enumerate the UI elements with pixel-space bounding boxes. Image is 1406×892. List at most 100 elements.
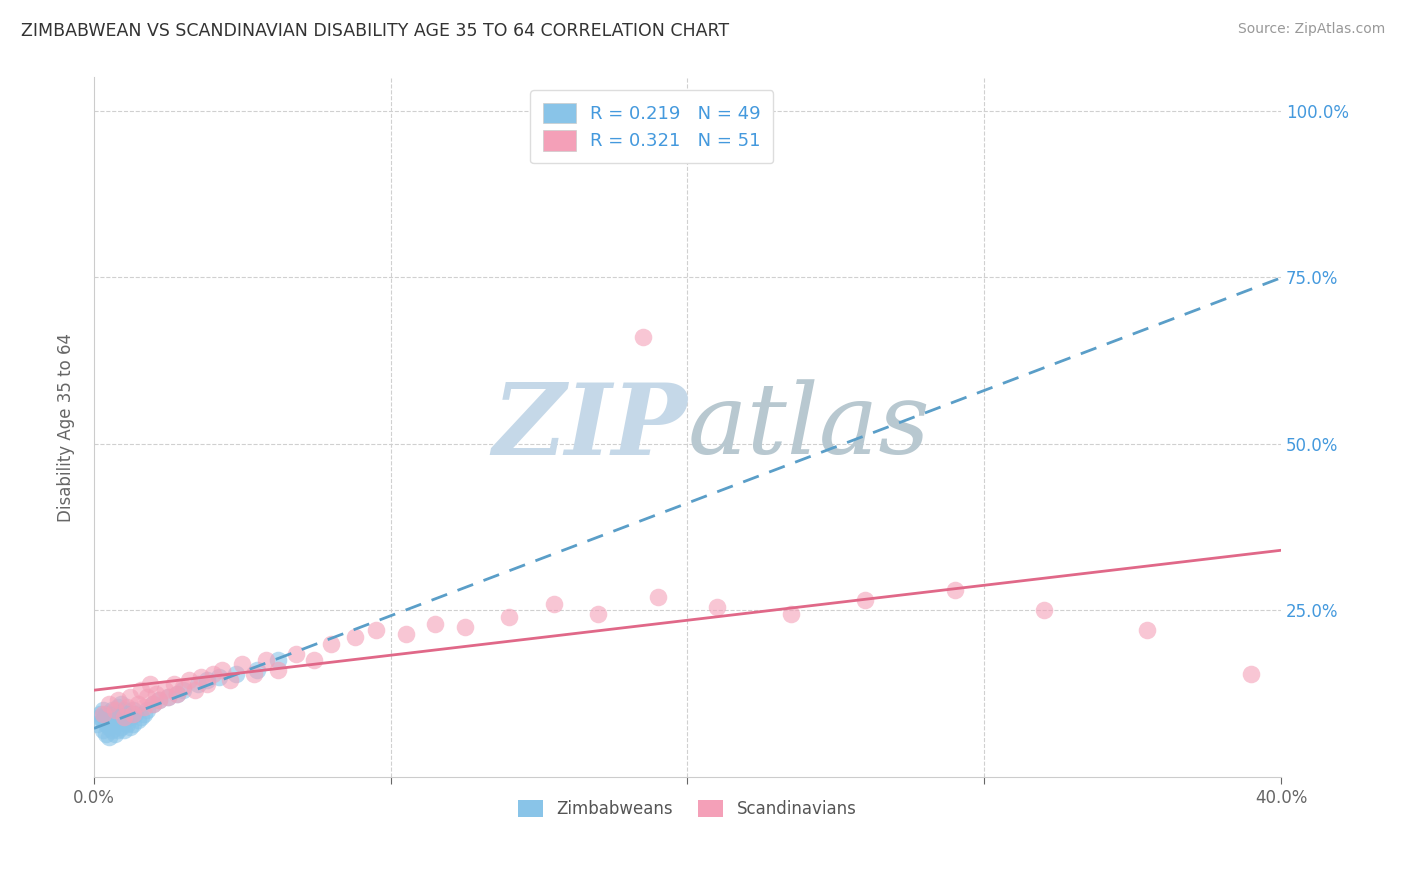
Point xyxy=(647,590,669,604)
Point xyxy=(121,703,143,717)
Point xyxy=(97,697,120,711)
Point xyxy=(706,599,728,614)
Point xyxy=(267,653,290,667)
Point xyxy=(195,676,218,690)
Point xyxy=(112,723,135,738)
Text: atlas: atlas xyxy=(688,379,931,475)
Point xyxy=(89,710,111,724)
Point xyxy=(136,690,159,704)
Point xyxy=(225,666,247,681)
Point xyxy=(172,683,194,698)
Point xyxy=(190,670,212,684)
Point xyxy=(153,683,176,698)
Point xyxy=(91,703,114,717)
Point xyxy=(112,703,135,717)
Point xyxy=(118,690,141,704)
Point xyxy=(107,700,129,714)
Point xyxy=(172,680,194,694)
Point xyxy=(104,716,127,731)
Point xyxy=(454,620,477,634)
Point xyxy=(254,653,277,667)
Point xyxy=(121,706,143,721)
Point xyxy=(588,607,610,621)
Point xyxy=(97,720,120,734)
Y-axis label: Disability Age 35 to 64: Disability Age 35 to 64 xyxy=(58,333,75,522)
Point xyxy=(107,693,129,707)
Point xyxy=(107,723,129,738)
Point xyxy=(112,713,135,727)
Point xyxy=(91,713,114,727)
Point xyxy=(157,690,180,704)
Point xyxy=(148,693,170,707)
Point xyxy=(118,720,141,734)
Point xyxy=(127,713,149,727)
Point xyxy=(187,676,209,690)
Point xyxy=(425,616,447,631)
Point xyxy=(131,710,153,724)
Point xyxy=(107,713,129,727)
Point xyxy=(163,676,186,690)
Point xyxy=(97,710,120,724)
Point xyxy=(142,697,165,711)
Point xyxy=(94,716,117,731)
Point xyxy=(104,726,127,740)
Point xyxy=(100,703,122,717)
Point xyxy=(145,687,167,701)
Point xyxy=(115,700,138,714)
Point xyxy=(112,710,135,724)
Point xyxy=(195,673,218,688)
Point xyxy=(94,706,117,721)
Point xyxy=(231,657,253,671)
Point xyxy=(89,706,111,721)
Point xyxy=(139,676,162,690)
Point xyxy=(104,703,127,717)
Point xyxy=(100,723,122,738)
Point xyxy=(118,710,141,724)
Point xyxy=(321,637,343,651)
Text: ZIMBABWEAN VS SCANDINAVIAN DISABILITY AGE 35 TO 64 CORRELATION CHART: ZIMBABWEAN VS SCANDINAVIAN DISABILITY AG… xyxy=(21,22,730,40)
Point xyxy=(302,653,325,667)
Point xyxy=(543,597,565,611)
Point xyxy=(110,720,132,734)
Point xyxy=(91,706,114,721)
Point xyxy=(394,626,416,640)
Point xyxy=(631,330,654,344)
Point xyxy=(124,706,146,721)
Text: ZIP: ZIP xyxy=(492,379,688,475)
Point xyxy=(344,630,367,644)
Text: Source: ZipAtlas.com: Source: ZipAtlas.com xyxy=(1237,22,1385,37)
Point xyxy=(104,706,127,721)
Point xyxy=(1240,666,1263,681)
Point xyxy=(100,713,122,727)
Point xyxy=(115,716,138,731)
Legend: Zimbabweans, Scandinavians: Zimbabweans, Scandinavians xyxy=(512,793,863,824)
Point xyxy=(91,723,114,738)
Point xyxy=(121,716,143,731)
Point xyxy=(131,683,153,698)
Point xyxy=(86,716,108,731)
Point xyxy=(157,690,180,704)
Point xyxy=(207,670,229,684)
Point xyxy=(94,726,117,740)
Point xyxy=(267,663,290,677)
Point xyxy=(943,583,966,598)
Point xyxy=(780,607,803,621)
Point xyxy=(136,703,159,717)
Point xyxy=(364,624,387,638)
Point xyxy=(184,683,207,698)
Point xyxy=(246,663,269,677)
Point xyxy=(148,693,170,707)
Point xyxy=(134,700,156,714)
Point xyxy=(110,710,132,724)
Point xyxy=(219,673,242,688)
Point xyxy=(243,666,266,681)
Point xyxy=(498,610,520,624)
Point xyxy=(201,666,224,681)
Point xyxy=(211,663,233,677)
Point xyxy=(1136,624,1159,638)
Point xyxy=(115,706,138,721)
Point xyxy=(177,673,200,688)
Point xyxy=(166,687,188,701)
Point xyxy=(284,647,307,661)
Point xyxy=(142,697,165,711)
